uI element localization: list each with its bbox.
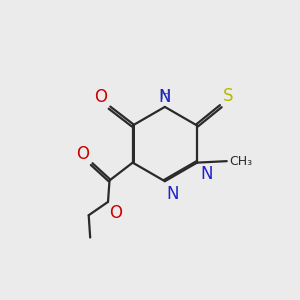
Text: CH₃: CH₃ — [229, 154, 252, 168]
Text: O: O — [94, 88, 107, 106]
Text: O: O — [76, 145, 89, 163]
Text: H: H — [160, 88, 170, 102]
Text: O: O — [110, 204, 122, 222]
Text: N: N — [159, 88, 171, 106]
Text: N: N — [201, 165, 213, 183]
Text: N: N — [166, 185, 179, 203]
Text: S: S — [223, 87, 234, 105]
